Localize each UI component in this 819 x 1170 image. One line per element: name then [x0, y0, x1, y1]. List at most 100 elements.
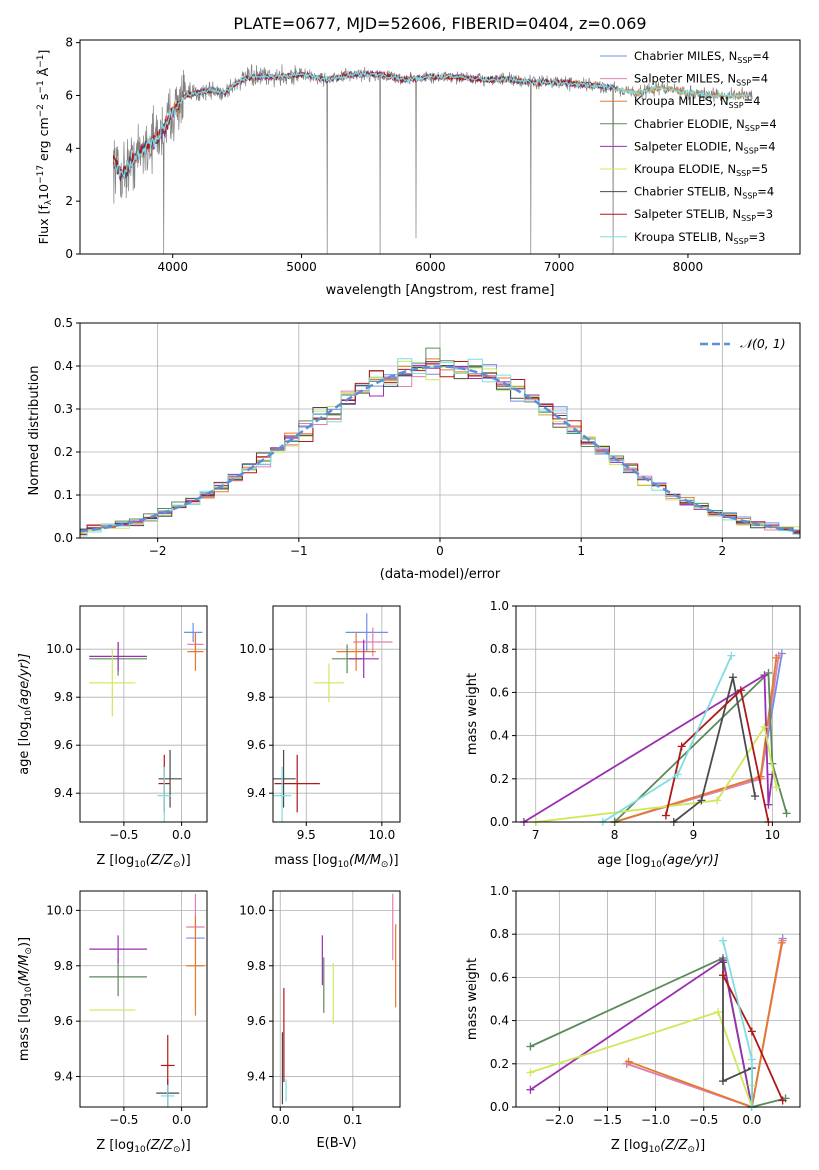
legend-label: 𝒩(0, 1) — [740, 336, 786, 351]
y-tick-label: 0.0 — [490, 1100, 509, 1114]
axes-frame — [79, 890, 208, 1108]
y-tick-label: 0.8 — [490, 927, 509, 941]
y-tick-label: 0.1 — [54, 488, 73, 502]
x-tick-label: 9.5 — [297, 828, 316, 842]
spectrum-model-kroupa_stelib — [113, 70, 747, 178]
mass_vs_Z-ylabel: mass [log10(M/M⊙)] — [17, 937, 34, 1061]
x-tick-label: 0.1 — [343, 1113, 362, 1127]
y-tick-label: 0.2 — [490, 1057, 509, 1071]
mass_vs_Z-panel: −0.5 0.0 9.4 9.6 9.8 10.0 Z [log10(Z/Z⊙)] mass … — [17, 890, 208, 1155]
y-tick-label: 0 — [65, 247, 73, 261]
x-tick-label: 5000 — [286, 260, 317, 274]
residuals-ylabel: Normed distribution — [27, 366, 42, 496]
x-tick-label: 0.0 — [172, 828, 191, 842]
axes-frame — [79, 39, 801, 255]
age_vs_Z-xlabel: Z [log10(Z/Z⊙)] — [96, 853, 190, 870]
x-tick-label: 10.0 — [368, 828, 395, 842]
x-tick-label: 2 — [719, 544, 727, 558]
x-tick-label: 10 — [765, 828, 780, 842]
axes-frame — [515, 890, 801, 1108]
weight-line-salpeter_stelib — [665, 688, 770, 822]
weight-line-salpeter_stelib — [722, 974, 784, 1101]
x-tick-label: 0.0 — [172, 1113, 191, 1127]
x-tick-label: 0.0 — [271, 1113, 290, 1127]
legend-label: Chabrier MILES, NSSP=4 — [634, 49, 769, 65]
y-tick-label: 0.8 — [490, 642, 509, 656]
legend-label: Kroupa ELODIE, NSSP=5 — [634, 162, 768, 178]
axes-frame — [79, 605, 208, 823]
x-tick-label: 6000 — [415, 260, 446, 274]
mass_vs_ebv-panel: 0.0 0.1 9.4 9.6 9.8 10.0 — [239, 890, 401, 1127]
axes-frame — [272, 605, 401, 823]
y-tick-label: 9.4 — [247, 1070, 266, 1084]
y-tick-label: 9.8 — [247, 690, 266, 704]
y-tick-label: 9.4 — [54, 1070, 73, 1084]
weight-line-kroupa_miles — [628, 942, 783, 1107]
x-tick-label: 7 — [532, 828, 540, 842]
figure-title: PLATE=0677, MJD=52606, FIBERID=0404, z=0… — [233, 14, 646, 33]
x-tick-label: −1 — [290, 544, 308, 558]
age_vs_mass-xlabel: mass [log10(M/M⊙)] — [274, 853, 398, 870]
y-tick-label: 0.5 — [54, 316, 73, 330]
weight_vs_age-xlabel: age [log10(age/yr)] — [597, 853, 719, 870]
x-tick-label: −1.0 — [641, 1113, 670, 1127]
weight-line-salpeter_elodie — [529, 958, 753, 1107]
x-tick-label: −2 — [149, 544, 167, 558]
residuals-xlabel: (data-model)/error — [380, 567, 501, 582]
y-tick-label: 0.3 — [54, 402, 73, 416]
y-tick-label: 0.0 — [490, 815, 509, 829]
x-tick-label: 0 — [436, 544, 444, 558]
legend-label: Kroupa MILES, NSSP=4 — [634, 94, 760, 110]
legend-label: Chabrier STELIB, NSSP=4 — [634, 185, 774, 201]
x-tick-label: −0.5 — [109, 828, 138, 842]
y-tick-label: 9.4 — [247, 786, 266, 800]
legend-label: Kroupa STELIB, NSSP=3 — [634, 230, 765, 246]
legend-label: Salpeter STELIB, NSSP=3 — [634, 207, 773, 223]
hist-kroupa_stelib — [80, 358, 800, 537]
x-tick-label: 9 — [690, 828, 698, 842]
weight_vs_Z-ylabel: mass weight — [465, 958, 480, 1040]
y-tick-label: 9.8 — [54, 690, 73, 704]
legend-label: Salpeter MILES, NSSP=4 — [634, 72, 768, 88]
x-tick-label: −2.0 — [545, 1113, 574, 1127]
y-tick-label: 10.0 — [239, 642, 266, 656]
y-tick-label: 9.4 — [54, 786, 73, 800]
x-tick-label: −0.5 — [109, 1113, 138, 1127]
y-tick-label: 1.0 — [490, 599, 509, 613]
spectrum-ylabel: Flux [fλ10−17 erg cm−2 s−1 Å−1] — [36, 50, 54, 245]
panels: 4000 5000 6000 7000 8000 0 2 4 6 8 wavelength [Ang… — [17, 36, 801, 1155]
mass_vs_Z-xlabel: Z [log10(Z/Z⊙)] — [96, 1138, 190, 1155]
y-tick-label: 0.2 — [490, 772, 509, 786]
spectrum-xlabel: wavelength [Angstrom, rest frame] — [326, 283, 555, 298]
y-tick-label: 9.8 — [247, 959, 266, 973]
weight-line-salpeter_elodie — [523, 673, 774, 822]
y-tick-label: 0.4 — [54, 359, 73, 373]
weight_vs_age-panel: 7 8 9 10 0.0 0.2 0.4 0.6 0.8 1.0 age [log10(age/yr… — [465, 599, 801, 870]
x-tick-label: 4000 — [157, 260, 188, 274]
weight_vs_age-ylabel: mass weight — [465, 673, 480, 755]
x-tick-label: 0.0 — [742, 1113, 761, 1127]
y-tick-label: 1.0 — [490, 884, 509, 898]
y-tick-label: 9.6 — [247, 1014, 266, 1028]
y-tick-label: 0.0 — [54, 531, 73, 545]
spectrum-panel: 4000 5000 6000 7000 8000 0 2 4 6 8 wavelength [Ang… — [36, 36, 801, 298]
weight-line-chabrier_stelib — [673, 677, 756, 822]
weight-line-kroupa_elodie — [530, 1010, 753, 1107]
y-tick-label: 9.6 — [247, 738, 266, 752]
weight-line-chabrier_elodie — [613, 670, 788, 822]
weight-line-chabrier_miles — [626, 938, 784, 1107]
legend-label: Salpeter ELODIE, NSSP=4 — [634, 139, 776, 155]
x-tick-label: 8000 — [673, 260, 704, 274]
y-tick-label: 9.6 — [54, 738, 73, 752]
y-tick-label: 6 — [65, 88, 73, 102]
axes-frame — [79, 322, 801, 539]
y-tick-label: 2 — [65, 194, 73, 208]
weight_vs_Z-xlabel: Z [log10(Z/Z⊙)] — [611, 1138, 705, 1155]
age_vs_Z-ylabel: age [log10(age/yr)] — [17, 653, 34, 775]
x-tick-label: −1.5 — [593, 1113, 622, 1127]
age_vs_Z-panel: −0.5 0.0 9.4 9.6 9.8 10.0 Z [log10(Z/Z⊙)] age [… — [17, 605, 208, 870]
y-tick-label: 0.6 — [490, 685, 509, 699]
weight_vs_Z-panel: −2.0 −1.5 −1.0 −0.5 0.0 0.0 0.2 0.4 0.6 0.8 1.0 Z [… — [465, 884, 801, 1155]
mass_vs_ebv-xlabel: E(B-V) — [316, 1136, 356, 1151]
